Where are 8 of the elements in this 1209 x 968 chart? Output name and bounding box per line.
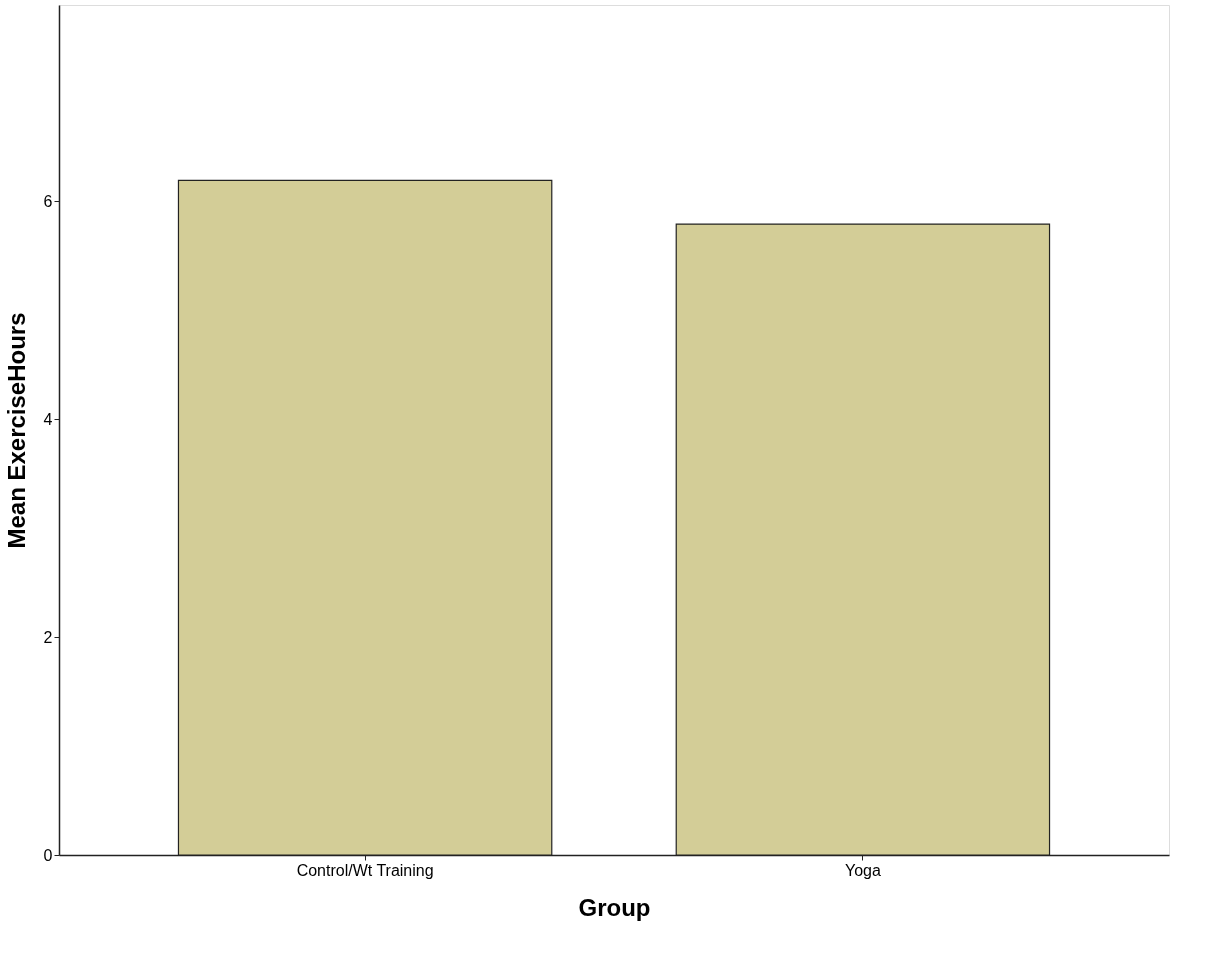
y-tick-label: 0 xyxy=(43,846,53,864)
x-tick-label: Yoga xyxy=(844,861,881,879)
y-tick-label: 6 xyxy=(43,192,53,210)
y-tick-label: 4 xyxy=(43,410,53,428)
x-tick-label: Control/Wt Training xyxy=(296,861,434,879)
y-tick-label: 2 xyxy=(43,628,53,646)
y-axis-title: Mean ExerciseHours xyxy=(2,312,30,549)
x-axis-title: Group xyxy=(578,893,651,921)
